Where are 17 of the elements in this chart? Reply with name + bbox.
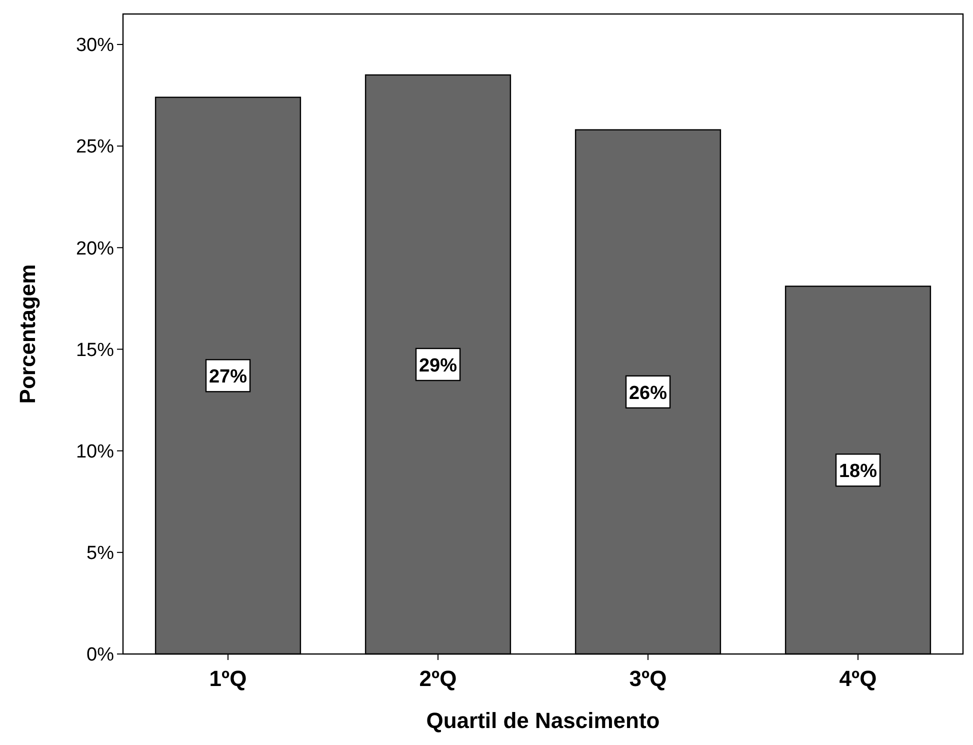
y-axis-title: Porcentagem [15,264,40,404]
y-tick-label: 15% [76,340,114,361]
x-tick-label: 1ºQ [209,666,247,691]
y-tick-label: 30% [76,35,114,56]
x-tick-label: 4ºQ [839,666,877,691]
y-tick-label: 0% [86,644,114,666]
y-tick-label: 5% [86,543,114,564]
y-tick-label: 10% [76,441,114,462]
x-tick-label: 2ºQ [419,666,457,691]
y-tick-label: 25% [76,136,114,158]
x-tick-label: 3ºQ [629,666,667,691]
data-label: 26% [628,382,668,404]
data-label: 27% [208,366,248,388]
data-label: 29% [418,355,458,376]
data-label: 18% [838,461,878,482]
x-axis-title: Quartil de Nascimento [426,708,660,733]
y-tick-label: 20% [76,238,114,260]
